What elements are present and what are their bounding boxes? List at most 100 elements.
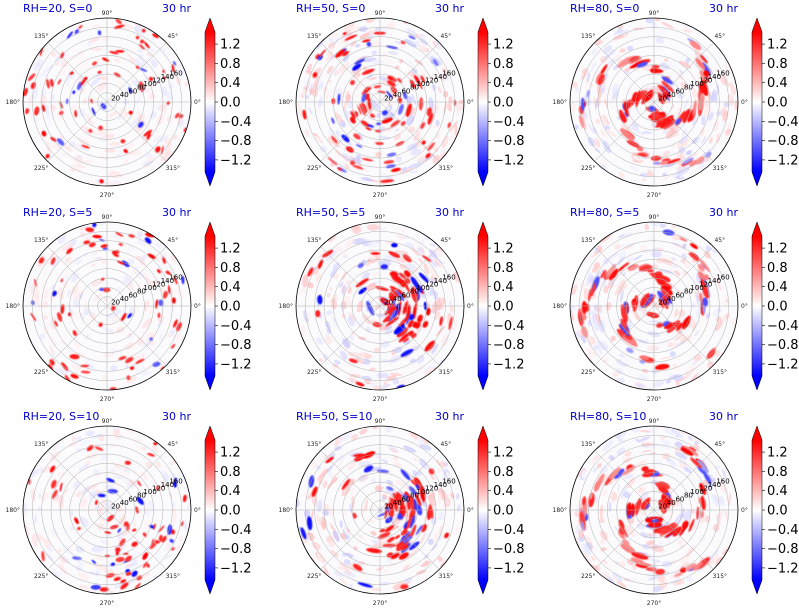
field-texture <box>149 106 153 118</box>
field-texture <box>51 34 60 46</box>
field-texture <box>613 30 620 36</box>
field-texture <box>691 322 697 333</box>
field-texture <box>610 335 616 342</box>
field-feature <box>115 50 125 53</box>
radial-tick-label: 20 <box>658 298 667 306</box>
field-texture <box>316 499 323 512</box>
field-feature <box>354 112 358 118</box>
field-texture <box>574 482 582 495</box>
field-feature <box>365 127 372 131</box>
field-texture <box>599 539 606 545</box>
field-texture <box>671 428 681 436</box>
field-feature <box>651 518 659 523</box>
field-texture <box>365 282 376 291</box>
field-texture <box>40 66 50 78</box>
panel-title: RH=20, S=0 <box>23 2 92 15</box>
field-feature <box>182 494 187 503</box>
field-texture <box>592 96 596 106</box>
field-feature <box>158 534 163 542</box>
angular-tick-label: 180° <box>6 99 20 106</box>
field-feature <box>373 85 382 89</box>
colorbar-extend-min <box>478 580 488 594</box>
field-texture <box>182 116 190 130</box>
field-texture <box>171 472 179 481</box>
field-texture <box>431 343 439 355</box>
field-feature <box>426 307 431 316</box>
colorbar-extend-min <box>752 172 762 186</box>
field-texture <box>329 286 333 292</box>
field-texture <box>450 475 455 487</box>
field-texture <box>676 300 679 307</box>
radial-tick-label: 40 <box>667 499 676 507</box>
field-texture <box>35 532 46 544</box>
field-texture <box>699 459 706 464</box>
field-texture <box>159 343 166 350</box>
field-texture <box>340 532 347 540</box>
field-texture <box>101 36 111 41</box>
field-texture <box>704 98 710 108</box>
field-texture <box>113 581 126 589</box>
field-feature <box>618 527 626 535</box>
field-feature <box>630 557 644 564</box>
field-texture <box>141 572 150 578</box>
field-feature <box>392 78 397 83</box>
field-texture <box>43 314 48 320</box>
field-texture <box>84 299 89 312</box>
field-texture <box>571 284 578 295</box>
field-feature <box>406 304 411 318</box>
angular-tick-label: 0° <box>741 507 748 514</box>
field-texture <box>703 449 711 456</box>
field-texture <box>123 477 132 487</box>
field-texture <box>626 242 636 246</box>
field-texture <box>624 243 635 250</box>
angular-tick-label: 225° <box>34 165 48 172</box>
field-feature <box>613 468 625 479</box>
field-texture <box>165 332 171 339</box>
field-texture <box>691 509 696 514</box>
field-feature <box>367 124 374 128</box>
field-texture <box>146 76 154 89</box>
field-texture <box>325 249 337 260</box>
field-feature <box>143 129 153 137</box>
field-feature <box>417 314 423 323</box>
field-feature <box>683 446 699 457</box>
field-feature <box>353 563 363 572</box>
field-texture <box>186 508 191 519</box>
field-texture <box>161 86 168 96</box>
field-feature <box>700 263 706 270</box>
field-texture <box>126 498 134 508</box>
field-feature <box>117 528 122 533</box>
field-texture <box>727 94 735 107</box>
field-feature <box>695 58 706 70</box>
field-feature <box>400 121 406 126</box>
field-feature <box>102 247 108 251</box>
field-texture <box>390 458 398 464</box>
field-texture <box>343 558 351 566</box>
radial-tick-label: 60 <box>128 291 137 299</box>
field-texture <box>121 67 127 73</box>
field-texture <box>327 233 337 243</box>
field-feature <box>157 312 161 318</box>
field-texture <box>366 380 380 384</box>
field-features <box>23 426 191 594</box>
angular-gridline <box>47 305 108 366</box>
field-texture <box>594 495 598 504</box>
field-texture <box>140 330 146 337</box>
field-texture <box>38 493 42 499</box>
field-texture <box>77 559 84 566</box>
field-texture <box>617 436 624 443</box>
field-texture <box>153 136 161 143</box>
field-feature <box>696 156 705 164</box>
angular-gridline <box>594 450 655 511</box>
field-texture <box>28 121 34 127</box>
colorbar: 1.20.80.40.0−0.4−0.8−1.2 <box>477 221 525 391</box>
field-texture <box>103 182 109 185</box>
field-feature <box>582 496 587 506</box>
field-texture <box>648 237 657 243</box>
field-texture <box>29 479 33 485</box>
field-feature <box>124 555 132 562</box>
field-texture <box>591 314 595 321</box>
field-texture <box>671 108 681 120</box>
field-texture <box>319 358 323 363</box>
field-texture <box>113 463 121 470</box>
